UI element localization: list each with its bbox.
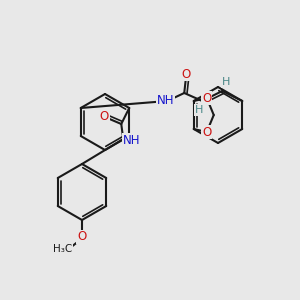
Text: NH: NH	[157, 94, 174, 106]
Text: O: O	[100, 110, 109, 122]
Text: H₃C: H₃C	[53, 244, 72, 254]
Text: H: H	[222, 77, 230, 87]
Text: O: O	[202, 125, 212, 139]
Text: O: O	[202, 92, 212, 104]
Text: O: O	[182, 68, 191, 80]
Text: O: O	[77, 230, 87, 244]
Text: H: H	[195, 105, 203, 115]
Text: NH: NH	[122, 134, 140, 146]
